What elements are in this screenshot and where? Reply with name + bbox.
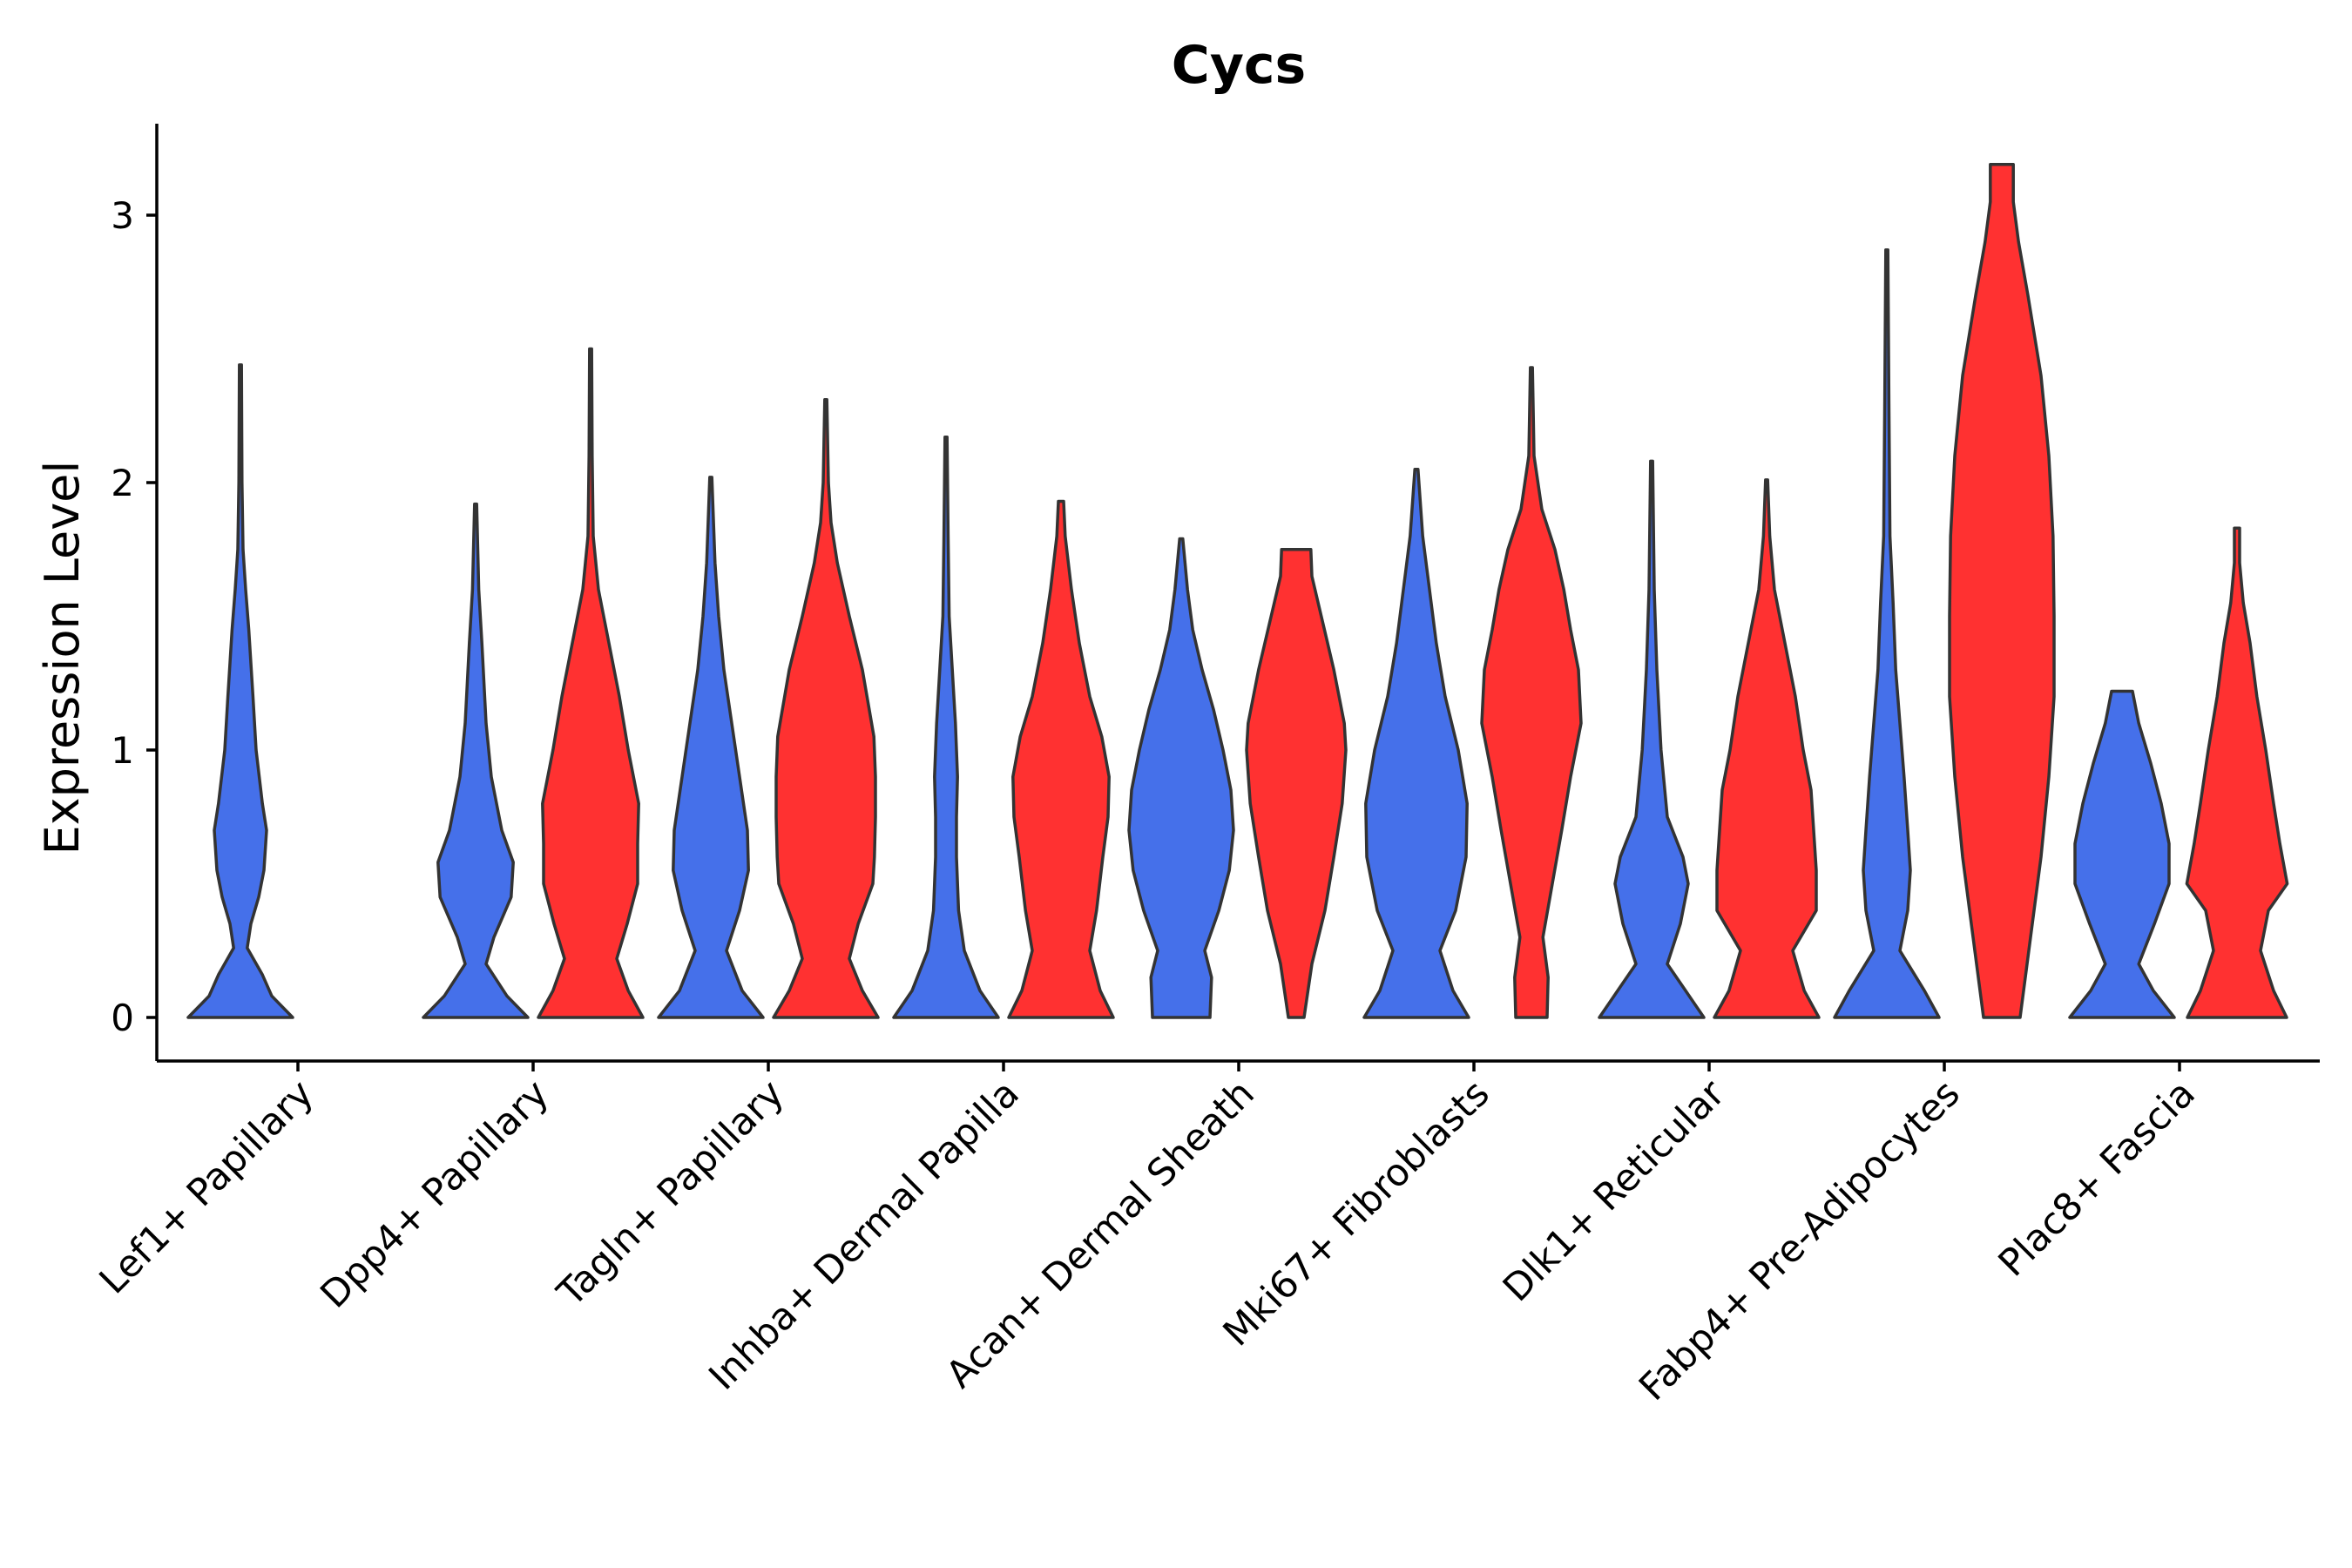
x-tick-label: Dpp4+ Papillary bbox=[313, 1071, 558, 1316]
violin-series bbox=[186, 162, 2289, 1019]
violin-inhba-dermal-papilla-group_2 bbox=[1007, 499, 1115, 1019]
violin-mki67-fibroblasts-group_2 bbox=[1480, 366, 1583, 1019]
violin-mki67-fibroblasts-group_1 bbox=[1362, 467, 1470, 1019]
violin-fabp4-pre-adipocytes-group_1 bbox=[1833, 248, 1941, 1019]
y-tick-label: 1 bbox=[111, 729, 134, 772]
x-tick-label: Plac8+ Fascia bbox=[1990, 1071, 2204, 1285]
violin-plac8-fascia-group_2 bbox=[2185, 526, 2289, 1019]
violin-acan-dermal-sheath-group_1 bbox=[1127, 537, 1235, 1019]
violin-fabp4-pre-adipocytes-group_2 bbox=[1948, 162, 2056, 1019]
violin-plac8-fascia-group_1 bbox=[2068, 689, 2176, 1019]
chart-title: Cycs bbox=[1172, 35, 1306, 96]
y-tick-label: 3 bbox=[111, 194, 134, 237]
violin-acan-dermal-sheath-group_2 bbox=[1245, 548, 1348, 1019]
y-tick-label: 2 bbox=[111, 462, 134, 504]
violin-dlk1-reticular-group_2 bbox=[1713, 478, 1821, 1019]
violin-dpp4-papillary-group_2 bbox=[537, 347, 645, 1019]
violin-tagln-papillary-group_2 bbox=[772, 398, 880, 1019]
x-tick-label: Mki67+ Fibroblasts bbox=[1215, 1071, 1498, 1355]
x-tick-label: Dlk1+ Reticular bbox=[1495, 1071, 1734, 1310]
violin-dlk1-reticular-group_1 bbox=[1598, 459, 1706, 1019]
violin-tagln-papillary-group_1 bbox=[657, 476, 765, 1019]
violin-inhba-dermal-papilla-group_1 bbox=[892, 436, 1000, 1019]
y-tick-label: 0 bbox=[111, 997, 134, 1039]
violin-dpp4-papillary-group_1 bbox=[422, 502, 530, 1019]
y-axis-label: Expression Level bbox=[35, 461, 90, 855]
x-tick-label: Lef1+ Papillary bbox=[91, 1071, 322, 1302]
violin-lef1-papillary-group_1 bbox=[186, 363, 294, 1019]
x-tick-label: Tagln+ Papillary bbox=[549, 1071, 793, 1315]
y-axis-ticks: 0 1 2 3 bbox=[111, 194, 157, 1039]
